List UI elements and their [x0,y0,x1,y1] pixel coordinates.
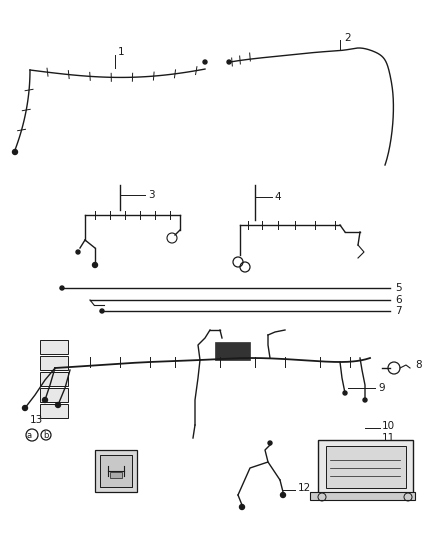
Circle shape [42,398,47,402]
Bar [318,440,413,495]
Text: 6: 6 [395,295,402,305]
Bar [95,450,137,492]
Text: 9: 9 [378,383,385,393]
Bar [40,356,68,370]
Bar [215,342,250,360]
Text: b: b [43,432,49,440]
Circle shape [227,60,231,64]
Text: 12: 12 [298,483,311,493]
Text: 4: 4 [274,192,281,202]
Text: 1: 1 [118,47,125,57]
Circle shape [280,492,286,497]
Circle shape [92,262,98,268]
Circle shape [268,441,272,445]
Circle shape [203,60,207,64]
Bar [310,492,415,500]
Circle shape [22,406,28,410]
Circle shape [60,286,64,290]
Text: 2: 2 [344,33,351,43]
Circle shape [13,149,18,155]
Bar [40,404,68,418]
Circle shape [343,391,347,395]
Text: 13: 13 [30,415,43,425]
Circle shape [363,398,367,402]
Text: 7: 7 [395,306,402,316]
Circle shape [56,402,60,408]
Text: a: a [26,432,32,440]
Text: 11: 11 [382,433,395,443]
Bar [326,446,406,488]
Circle shape [100,309,104,313]
Circle shape [76,250,80,254]
Bar [40,388,68,402]
Text: 10: 10 [382,421,395,431]
Text: 8: 8 [415,360,422,370]
Bar [110,472,122,478]
Bar [40,372,68,386]
Bar [100,455,132,487]
Bar [40,340,68,354]
Text: 5: 5 [395,283,402,293]
Text: 3: 3 [148,190,155,200]
Circle shape [240,505,244,510]
